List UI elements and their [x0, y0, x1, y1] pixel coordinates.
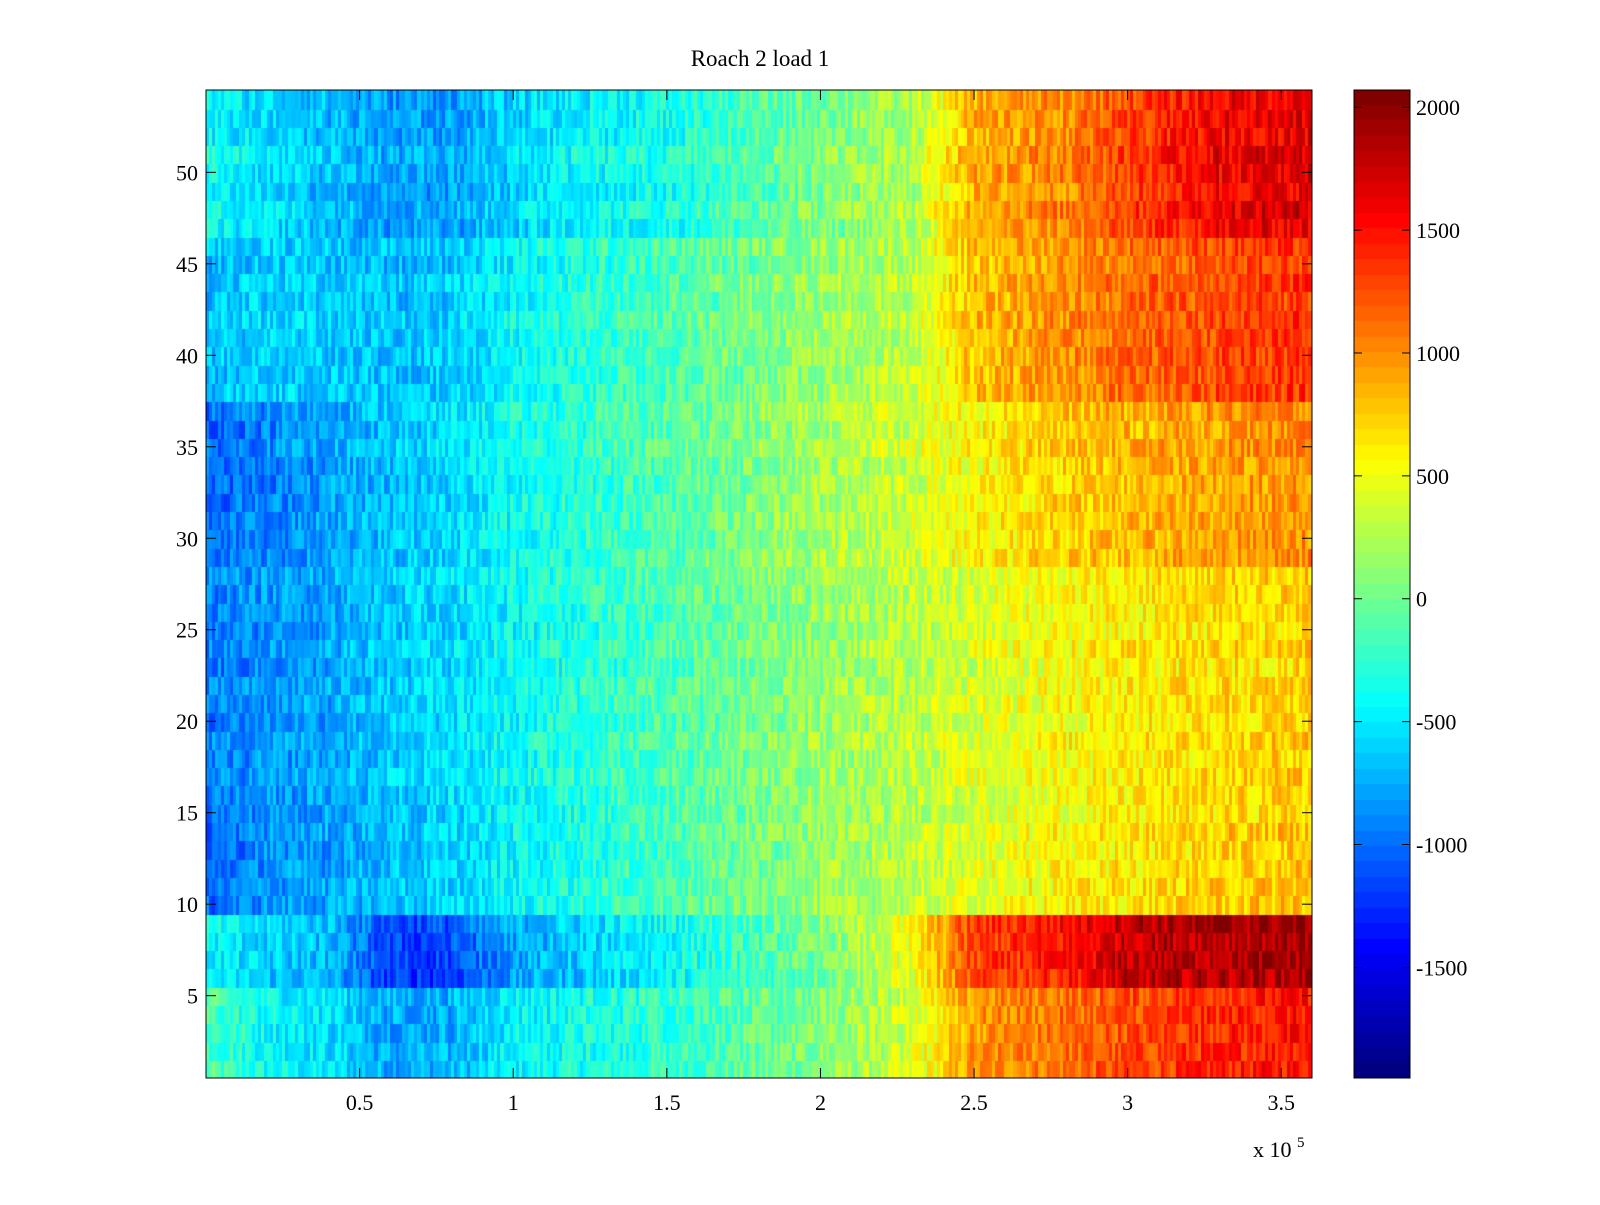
x-tick-label: 2.5 [960, 1090, 988, 1115]
x-axis: 0.5 1 1.5 2 2.5 3 3.5 [346, 90, 1295, 1115]
colorbar-tick-label: 500 [1416, 464, 1449, 489]
heatmap-plot-area [205, 89, 1313, 1079]
colorbar: 2000 1500 1000 500 0 -500 -1000 -1500 [1353, 89, 1467, 1079]
x-tick-label: 2 [815, 1090, 826, 1115]
y-tick-label: 25 [176, 618, 198, 643]
colorbar-tick-label: 1500 [1416, 218, 1460, 243]
colorbar-tick-label: 0 [1416, 587, 1427, 612]
y-tick-label: 15 [176, 801, 198, 826]
x-tick-label: 1 [508, 1090, 519, 1115]
heatmap-cells [206, 90, 1312, 1078]
y-tick-label: 40 [176, 343, 198, 368]
y-axis: 5 10 15 20 25 30 35 40 45 50 [176, 160, 1312, 1009]
x-tick-label: 3 [1122, 1090, 1133, 1115]
colorbar-tick-label: 1000 [1416, 341, 1460, 366]
chart-title: Roach 2 load 1 [691, 46, 830, 71]
colorbar-tick-label: -500 [1416, 710, 1456, 735]
y-tick-label: 10 [176, 892, 198, 917]
x-multiplier-label: x 10 5 [1253, 1135, 1305, 1162]
colorbar-tick-label: -1500 [1416, 955, 1467, 980]
y-tick-label: 45 [176, 252, 198, 277]
y-tick-label: 5 [187, 984, 198, 1009]
y-tick-label: 50 [176, 160, 198, 185]
colorbar-ticks: 2000 1500 1000 500 0 -500 -1000 -1500 [1354, 95, 1467, 980]
colorbar-tick-label: -1000 [1416, 833, 1467, 858]
y-tick-label: 30 [176, 526, 198, 551]
colorbar-gradient [1354, 90, 1410, 1078]
plot-frame [205, 89, 1313, 1079]
y-tick-label: 20 [176, 709, 198, 734]
colorbar-frame [1353, 89, 1411, 1079]
x-multiplier-base: x 10 [1253, 1137, 1292, 1162]
y-tick-label: 35 [176, 435, 198, 460]
x-multiplier-exponent: 5 [1297, 1135, 1305, 1151]
x-tick-label: 1.5 [653, 1090, 681, 1115]
colorbar-tick-label: 2000 [1416, 95, 1460, 120]
x-tick-label: 3.5 [1268, 1090, 1296, 1115]
x-tick-label: 0.5 [346, 1090, 374, 1115]
